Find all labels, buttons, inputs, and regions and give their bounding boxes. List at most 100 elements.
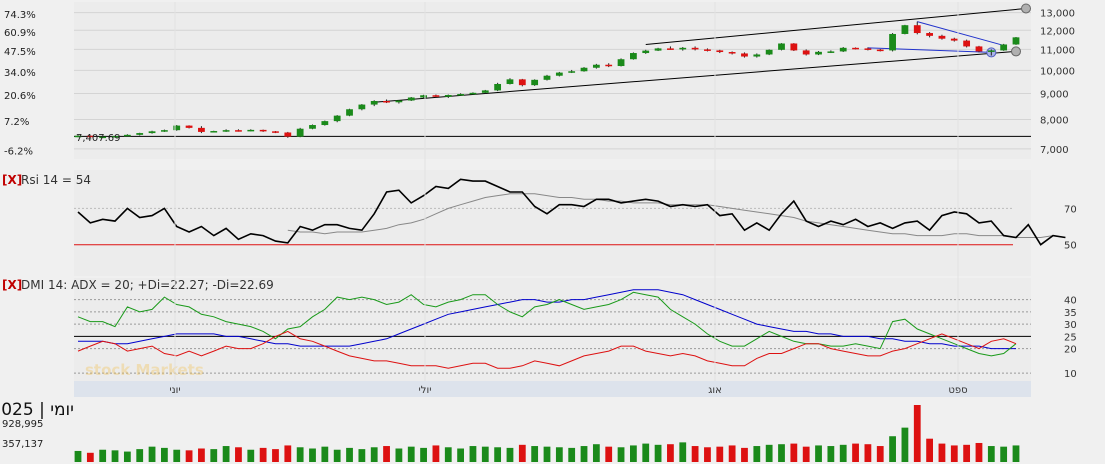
price-tick-label: 10,000 — [1040, 66, 1075, 77]
candle-body — [704, 49, 711, 51]
candle-body — [481, 90, 489, 93]
candle-body — [852, 47, 859, 50]
volume-bar — [74, 450, 82, 462]
dmi-tick-label: 40 — [1064, 296, 1077, 307]
candle-body — [99, 136, 107, 139]
volume-bar — [802, 446, 810, 462]
candle-body — [617, 59, 625, 67]
volume-bar — [790, 443, 798, 462]
candle-body — [370, 101, 378, 105]
volume-bar — [333, 449, 341, 462]
rsi-close-button[interactable]: [X] — [2, 173, 22, 187]
volume-bar — [815, 445, 822, 462]
candle-body — [136, 133, 144, 135]
candle-body — [198, 127, 205, 132]
candle-body — [938, 35, 946, 39]
volume-bar — [198, 448, 205, 462]
candle-body — [1000, 44, 1008, 51]
percent-tick-label: 60.9% — [4, 28, 36, 39]
candle-body — [679, 47, 687, 50]
candle-body — [975, 46, 983, 52]
volume-bar — [580, 446, 588, 462]
candle-body — [272, 131, 279, 133]
volume-mid-label: 357,137 — [2, 439, 43, 450]
candle-body — [173, 125, 181, 131]
price-candles — [74, 21, 1020, 139]
month-label: ספט — [948, 385, 967, 396]
footer-caption: יומי | 07/09/2025 | הפניקס | bursagraph.… — [0, 400, 74, 420]
candle-body — [469, 92, 477, 95]
base-price-label: 7,407.69 — [76, 133, 121, 144]
volume-bar — [679, 442, 687, 462]
volume-bar — [963, 444, 971, 462]
dmi-close-x[interactable]: [X] — [2, 278, 22, 292]
trend-anchor-handle — [1011, 46, 1021, 57]
rsi-close-x[interactable]: [X] — [2, 173, 22, 187]
candle-body — [420, 95, 427, 98]
candle-body — [296, 128, 304, 137]
volume-bar — [654, 444, 662, 462]
volume-bar — [272, 449, 279, 462]
price-panel — [74, 2, 1031, 159]
price-gridlines — [74, 12, 1031, 150]
volume-bar — [383, 446, 390, 462]
dmi-tick-label: 35 — [1064, 308, 1077, 319]
channel-upper-line — [645, 7, 1027, 45]
volume-bar — [741, 447, 748, 462]
candle-body — [161, 130, 168, 132]
volume-bar — [309, 448, 316, 462]
candle-body — [630, 53, 637, 60]
rsi-tick-label: 50 — [1064, 241, 1077, 252]
month-label: יוני — [169, 385, 180, 396]
volume-bar — [86, 452, 94, 462]
volume-bar — [123, 451, 131, 462]
candle-body — [457, 94, 464, 96]
volume-bar — [370, 447, 378, 462]
volume-bar — [987, 446, 995, 462]
candle-body — [531, 79, 539, 86]
candle-body — [987, 50, 995, 52]
candle-body — [963, 40, 971, 47]
price-tick-label: 13,000 — [1040, 9, 1075, 20]
percent-tick-label: 34.0% — [4, 68, 36, 79]
candle-body — [432, 95, 440, 97]
month-label: אוג — [708, 385, 722, 396]
candle-body — [716, 50, 724, 53]
candle-body — [876, 49, 884, 52]
price-tick-label: 8,000 — [1040, 115, 1069, 126]
volume-bar — [222, 446, 230, 462]
candle-body — [111, 136, 119, 138]
price-tick-label: 9,000 — [1040, 90, 1069, 101]
candle-body — [494, 83, 502, 91]
price-trendlines — [374, 3, 1031, 103]
blue-trend-line — [867, 47, 992, 53]
volume-bar — [630, 445, 637, 462]
volume-bar — [185, 450, 193, 462]
rsi-panel — [74, 170, 1031, 276]
volume-bar — [876, 446, 884, 462]
trend-anchor-handle — [1021, 3, 1031, 14]
percent-tick-label: 74.3% — [4, 10, 36, 21]
price-value-axis: 13,000 12,000 11,000 10,000 9,000 8,000 7,000 — [1040, 9, 1075, 156]
volume-bar — [889, 436, 896, 462]
volume-bar — [284, 445, 292, 462]
volume-bar — [407, 446, 415, 462]
dmi-lines — [77, 289, 1017, 369]
volume-bar — [111, 450, 119, 462]
candle-body — [950, 38, 958, 41]
candle-body — [86, 135, 94, 138]
rsi-axis: 70 50 — [1064, 204, 1077, 251]
candle-body — [815, 51, 822, 55]
candle-body — [580, 67, 588, 72]
channel-lower-line — [374, 50, 1017, 103]
volume-bar — [691, 446, 699, 462]
volume-bar — [432, 445, 440, 462]
volume-bar — [1012, 445, 1020, 462]
candle-body — [728, 52, 736, 54]
candle-body — [913, 25, 921, 34]
rsi-series-line — [287, 193, 1066, 238]
volume-bar — [926, 438, 933, 462]
dmi-close-button[interactable]: [X] — [2, 278, 22, 292]
volume-bar — [321, 446, 329, 462]
